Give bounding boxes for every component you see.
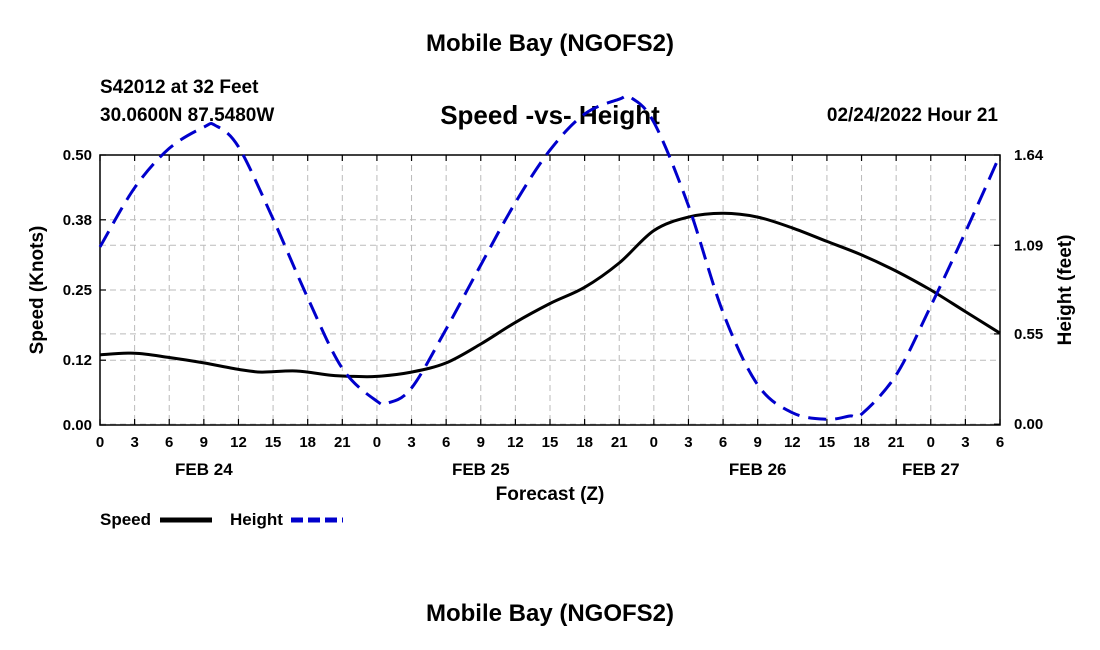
- chart-timestamp: 02/24/2022 Hour 21: [826, 105, 998, 126]
- x-tick-label: 21: [888, 434, 905, 451]
- x-tick-label: 9: [477, 434, 485, 451]
- x-tick-label: 21: [611, 434, 628, 451]
- footer-title: Mobile Bay (NGOFS2): [425, 600, 675, 627]
- x-axis-label: Forecast (Z): [496, 484, 605, 505]
- y-tick-label: 0.50: [63, 147, 92, 164]
- y2-tick-label: 1.09: [1014, 237, 1043, 254]
- speed-series-line: [99, 211, 1001, 379]
- x-tick-label: 12: [784, 434, 801, 451]
- x-tick-label: 6: [719, 434, 727, 451]
- date-labels: FEB 24 FEB 25 FEB 26 FEB 27: [175, 460, 960, 479]
- x-tick-label: 15: [265, 434, 282, 451]
- x-tick-label: 0: [650, 434, 658, 451]
- date-label: FEB 26: [729, 460, 787, 479]
- date-label: FEB 24: [175, 460, 233, 479]
- x-tick-label: 6: [165, 434, 173, 451]
- x-tick-label: 0: [927, 434, 935, 451]
- station-coordinates: 30.0600N 87.5480W: [100, 105, 275, 126]
- x-tick-label: 18: [576, 434, 593, 451]
- y-axis-label: Speed (Knots): [27, 226, 48, 355]
- x-tick-label: 15: [819, 434, 836, 451]
- x-tick-label: 3: [407, 434, 415, 451]
- page-title: Mobile Bay (NGOFS2): [425, 30, 675, 57]
- series-group: [98, 94, 1002, 421]
- x-tick-label: 0: [96, 434, 104, 451]
- y-tick-label: 0.00: [63, 417, 92, 434]
- date-label: FEB 25: [452, 460, 510, 479]
- y2-tick-label: 1.64: [1014, 147, 1044, 164]
- legend-label-height: Height: [230, 510, 283, 529]
- y-tick-label: 0.12: [63, 352, 92, 369]
- grid-lines: [100, 154, 1000, 426]
- x-tick-label: 9: [200, 434, 208, 451]
- chart-title: Speed -vs- Height: [440, 100, 660, 130]
- y2-axis-ticks: 0.00 0.55 1.09 1.64: [994, 147, 1044, 433]
- y2-tick-label: 0.55: [1014, 326, 1043, 343]
- x-tick-label: 3: [684, 434, 692, 451]
- x-tick-label: 9: [754, 434, 762, 451]
- y-axis-ticks: 0.00 0.12 0.25 0.38 0.50: [63, 147, 106, 434]
- x-tick-label: 12: [507, 434, 524, 451]
- y2-axis-label: Height (feet): [1055, 235, 1076, 346]
- legend-label-speed: Speed: [100, 510, 151, 529]
- y-tick-label: 0.25: [63, 282, 92, 299]
- height-series-line: [98, 94, 1002, 421]
- x-tick-label: 6: [442, 434, 450, 451]
- x-tick-label: 12: [230, 434, 247, 451]
- x-tick-label: 18: [299, 434, 316, 451]
- legend: Speed Height: [100, 510, 343, 529]
- date-label: FEB 27: [902, 460, 960, 479]
- x-tick-label: 6: [996, 434, 1004, 451]
- x-tick-label: 18: [853, 434, 870, 451]
- x-tick-label: 3: [961, 434, 969, 451]
- station-id: S42012 at 32 Feet: [100, 77, 259, 98]
- x-tick-label: 3: [130, 434, 138, 451]
- y2-tick-label: 0.00: [1014, 416, 1043, 433]
- y-tick-label: 0.38: [63, 212, 92, 229]
- x-tick-label: 0: [373, 434, 381, 451]
- x-tick-label: 21: [334, 434, 351, 451]
- x-tick-label: 15: [542, 434, 559, 451]
